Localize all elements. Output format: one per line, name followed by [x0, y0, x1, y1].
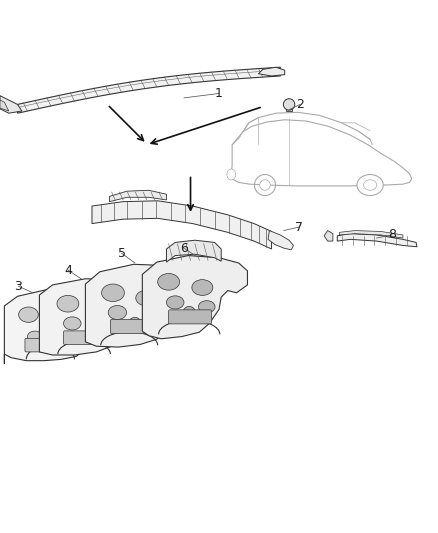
Polygon shape: [4, 289, 105, 364]
Circle shape: [84, 329, 95, 340]
Ellipse shape: [102, 284, 124, 302]
Ellipse shape: [364, 180, 377, 190]
Polygon shape: [268, 231, 293, 250]
Circle shape: [129, 317, 141, 329]
Ellipse shape: [136, 290, 158, 306]
Text: 4: 4: [64, 263, 72, 277]
Polygon shape: [110, 190, 166, 201]
Ellipse shape: [57, 295, 79, 312]
Ellipse shape: [117, 292, 132, 304]
Text: 7: 7: [295, 221, 303, 233]
Text: 8: 8: [388, 229, 396, 241]
Ellipse shape: [357, 174, 383, 196]
Polygon shape: [339, 231, 403, 238]
Ellipse shape: [87, 303, 108, 319]
Ellipse shape: [168, 283, 182, 294]
Polygon shape: [39, 279, 148, 355]
Polygon shape: [231, 120, 412, 186]
Polygon shape: [324, 231, 333, 241]
FancyBboxPatch shape: [64, 331, 99, 344]
Text: 5: 5: [118, 247, 126, 260]
Circle shape: [183, 306, 195, 319]
Ellipse shape: [108, 305, 127, 319]
Polygon shape: [0, 100, 9, 111]
Ellipse shape: [198, 301, 215, 313]
FancyBboxPatch shape: [110, 319, 152, 334]
Ellipse shape: [227, 169, 236, 180]
Text: 6: 6: [180, 241, 188, 255]
Circle shape: [283, 99, 295, 110]
Text: 2: 2: [296, 98, 304, 111]
Ellipse shape: [44, 318, 61, 331]
Ellipse shape: [166, 296, 184, 309]
FancyBboxPatch shape: [25, 338, 52, 352]
Ellipse shape: [64, 317, 81, 330]
Ellipse shape: [142, 309, 160, 322]
Polygon shape: [337, 233, 417, 247]
Text: 1: 1: [215, 87, 223, 100]
Ellipse shape: [97, 322, 113, 335]
Polygon shape: [0, 96, 22, 113]
Polygon shape: [166, 240, 221, 262]
Circle shape: [260, 180, 270, 190]
Polygon shape: [258, 67, 285, 76]
Polygon shape: [92, 201, 272, 249]
Polygon shape: [18, 67, 280, 113]
FancyBboxPatch shape: [169, 310, 212, 324]
Ellipse shape: [192, 280, 213, 295]
Ellipse shape: [18, 307, 39, 322]
Polygon shape: [85, 264, 199, 347]
Ellipse shape: [57, 336, 70, 346]
Ellipse shape: [158, 273, 180, 290]
Text: 3: 3: [14, 280, 22, 293]
Polygon shape: [142, 255, 247, 339]
Polygon shape: [286, 104, 292, 111]
Ellipse shape: [27, 331, 42, 342]
